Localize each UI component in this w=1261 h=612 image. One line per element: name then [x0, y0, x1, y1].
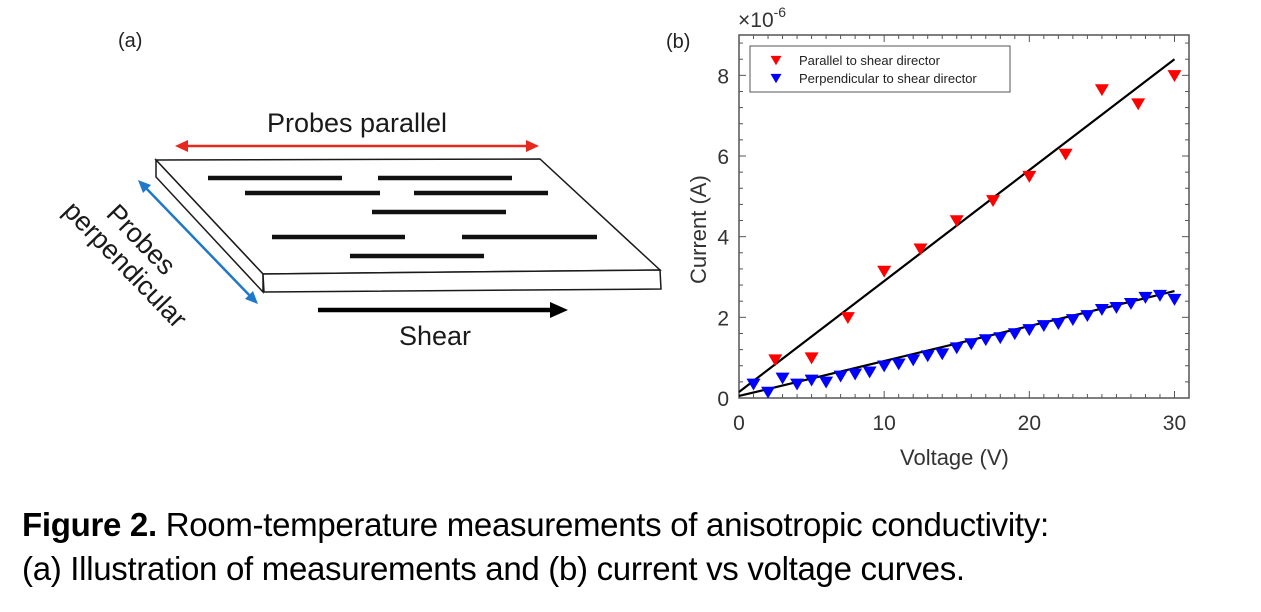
- chart-legend: Parallel to shear director Perpendicular …: [749, 45, 1011, 93]
- measurement-illustration: (a) Probes parallel Probes perpendicular: [58, 30, 662, 351]
- perpendicular-data-point: [761, 386, 776, 399]
- caption-line1: Room-temperature measurements of anisotr…: [156, 506, 1049, 543]
- perpendicular-data-point: [862, 366, 877, 379]
- perpendicular-data-point: [1080, 310, 1095, 322]
- y-tick-label: 4: [717, 227, 729, 250]
- y-tick-label: 0: [717, 388, 729, 411]
- caption-line2: (a) Illustration of measurements and (b)…: [22, 550, 965, 587]
- perpendicular-data-point: [935, 348, 950, 361]
- perpendicular-data-point: [1109, 302, 1124, 314]
- x-tick-label: 10: [872, 412, 895, 435]
- aligned-filaments: [208, 175, 597, 259]
- perpendicular-data-point: [964, 338, 979, 351]
- parallel-data-point: [1094, 84, 1109, 97]
- y-axis-label: Current (A): [686, 175, 711, 284]
- perpendicular-data-point: [920, 350, 935, 363]
- x-tick-label: 0: [733, 412, 745, 435]
- x-axis-label: Voltage (V): [900, 445, 1009, 470]
- probes-parallel-label: Probes parallel: [267, 108, 447, 138]
- perpendicular-data-point: [1094, 304, 1109, 316]
- parallel-data-point: [986, 195, 1001, 208]
- perpendicular-data-point: [1007, 328, 1022, 341]
- parallel-data-point: [949, 215, 964, 228]
- perpendicular-data-point: [1022, 324, 1037, 337]
- perpendicular-data-point: [790, 378, 805, 391]
- parallel-data-point: [877, 265, 892, 278]
- perpendicular-data-point: [1138, 291, 1153, 304]
- y-tick-label: 8: [717, 65, 729, 88]
- panel-b-label: (b): [666, 31, 690, 53]
- plot-frame: [738, 34, 1190, 399]
- probes-parallel-arrow: [175, 140, 539, 152]
- perpendicular-data-point: [1036, 320, 1051, 333]
- chart-axes: 0 10 20 30 0 2 4 6 8: [717, 34, 1190, 435]
- parallel-data-point: [1167, 70, 1182, 82]
- parallel-data-point: [1022, 170, 1037, 183]
- perpendicular-data-point: [775, 372, 790, 385]
- parallel-data-point: [913, 243, 928, 256]
- y-multiplier-label: ×10-6: [738, 4, 786, 32]
- y-tick-label: 2: [717, 307, 729, 330]
- parallel-data-point: [1131, 98, 1146, 111]
- perpendicular-data-point: [819, 376, 834, 389]
- perpendicular-data-point: [1152, 289, 1167, 302]
- shear-arrow: [318, 302, 568, 318]
- perpendicular-data-point: [848, 368, 863, 381]
- perpendicular-data-point: [1123, 297, 1138, 310]
- panel-a-label: (a): [118, 30, 142, 52]
- perpendicular-data-point: [1065, 314, 1080, 326]
- iv-chart: (b) 0 10 20 30 0 2 4 6 8 Parallel to shear direc…: [666, 4, 1190, 470]
- legend-marker: [770, 73, 782, 84]
- parallel-data-point: [804, 352, 819, 365]
- caption-figure-number: Figure 2.: [22, 506, 157, 543]
- parallel-data-point: [840, 312, 855, 324]
- perpendicular-data-point: [804, 374, 819, 387]
- probes-perpendicular-arrow: [138, 180, 258, 304]
- perpendicular-data-point: [1051, 318, 1066, 331]
- perpendicular-data-point: [949, 342, 964, 355]
- perpendicular-data-point: [891, 358, 906, 371]
- perpendicular-data-point: [906, 354, 921, 367]
- perpendicular-data-point: [993, 332, 1008, 345]
- legend-label: Parallel to shear director: [799, 53, 941, 68]
- perpendicular-data-point: [1167, 293, 1182, 306]
- parallel-data-point: [768, 354, 783, 367]
- shear-label: Shear: [399, 321, 471, 351]
- y-tick-label: 6: [717, 146, 729, 169]
- data-points: [746, 70, 1182, 399]
- legend-label: Perpendicular to shear director: [799, 71, 977, 86]
- perpendicular-data-point: [877, 360, 892, 373]
- perpendicular-data-point: [978, 334, 993, 347]
- legend-box: [749, 45, 1011, 93]
- x-tick-label: 30: [1163, 412, 1186, 435]
- parallel-data-point: [1058, 148, 1073, 161]
- x-tick-label: 20: [1018, 412, 1041, 435]
- perpendicular-data-point: [833, 370, 848, 383]
- legend-marker: [770, 55, 782, 66]
- perpendicular-data-point: [746, 378, 761, 391]
- figure-caption: Figure 2. Room-temperature measurements …: [22, 503, 1049, 591]
- sample-slab: [154, 158, 662, 294]
